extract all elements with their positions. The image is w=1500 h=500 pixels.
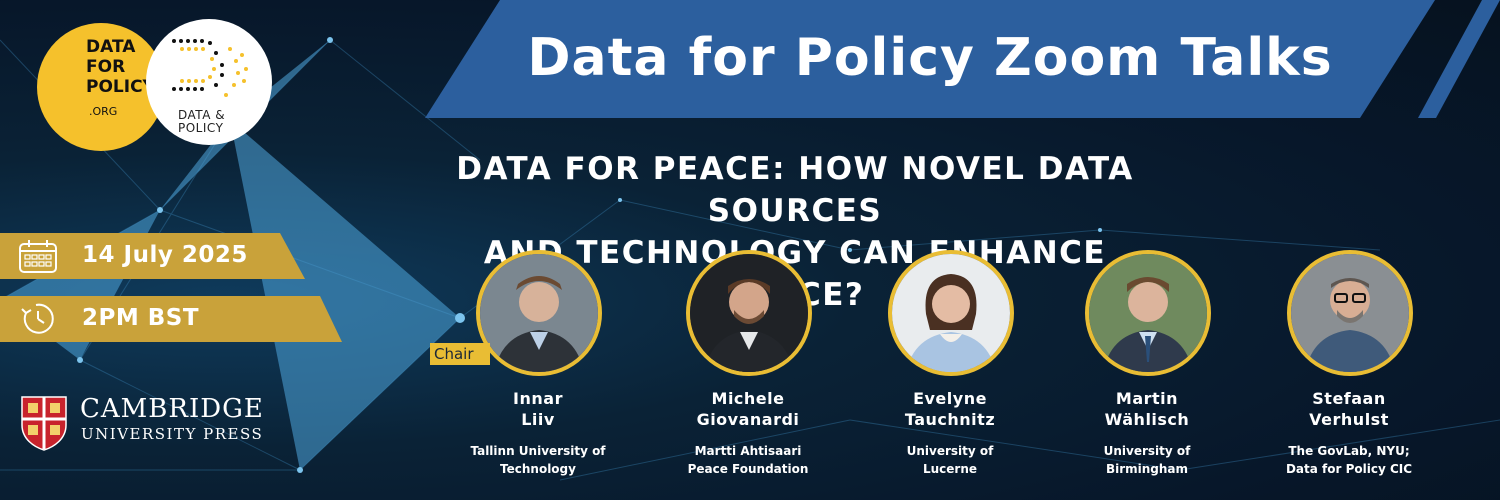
speaker-name: Innar xyxy=(513,389,563,408)
speaker-affiliation: Birmingham xyxy=(1105,462,1189,476)
data-for-policy-logo: DATA FOR POLICY .ORG xyxy=(37,23,165,151)
speaker-affiliation: University of xyxy=(1103,444,1191,458)
dotted-d-icon xyxy=(172,39,248,97)
speaker-name: Wählisch xyxy=(1104,410,1190,429)
speaker-photo xyxy=(1085,250,1211,376)
logo-text-line: DATA & xyxy=(178,108,226,122)
talk-subtitle: DATA FOR PEACE: HOW NOVEL DATA SOURCES A… xyxy=(440,148,1150,316)
speaker-affiliation: Technology xyxy=(500,462,576,476)
publisher-subname: UNIVERSITY PRESS xyxy=(81,425,264,443)
clock-icon xyxy=(21,303,54,334)
speaker-name: Michele xyxy=(711,389,785,408)
date-bar: 14 July 2025 xyxy=(0,233,305,279)
cambridge-university-press-logo: CAMBRIDGE UNIVERSITY PRESS xyxy=(20,394,290,455)
data-and-policy-logo: DATA & POLICY xyxy=(146,19,272,145)
title-ribbon: Data for Policy Zoom Talks xyxy=(425,0,1435,118)
speaker-name: Liiv xyxy=(521,410,555,429)
speaker-affiliation: Martti Ahtisaari xyxy=(694,444,802,458)
person-silhouette-icon xyxy=(1291,254,1409,372)
speaker-name: Martin xyxy=(1115,389,1179,408)
speaker-name: Giovanardi xyxy=(696,410,800,429)
person-silhouette-icon xyxy=(690,254,808,372)
speaker-affiliation: University of xyxy=(906,444,994,458)
event-time: 2PM BST xyxy=(82,305,200,331)
logo-text-line: FOR xyxy=(86,57,126,77)
logo-text-line: POLICY xyxy=(178,121,224,135)
speaker-photo xyxy=(1287,250,1413,376)
person-silhouette-icon xyxy=(1089,254,1207,372)
speaker-affiliation: Data for Policy CIC xyxy=(1285,462,1413,476)
speaker-affiliation: Tallinn University of xyxy=(470,444,606,458)
speaker-affiliation: Peace Foundation xyxy=(687,462,809,476)
time-bar: 2PM BST xyxy=(0,296,342,342)
subtitle-line: DATA FOR PEACE: HOW NOVEL DATA SOURCES xyxy=(456,151,1134,229)
speaker-name: Evelyne xyxy=(913,389,987,408)
speaker-photo xyxy=(476,250,602,376)
cambridge-shield-icon xyxy=(21,396,67,451)
person-silhouette-icon xyxy=(892,254,1010,372)
event-date: 14 July 2025 xyxy=(82,242,248,268)
calendar-icon xyxy=(19,240,57,273)
speaker-name: Stefaan xyxy=(1312,389,1386,408)
logo-text-line: DATA xyxy=(86,37,136,57)
chair-badge: Chair xyxy=(430,343,490,365)
speaker-name: Verhulst xyxy=(1309,410,1389,429)
speaker-affiliation: Lucerne xyxy=(922,462,978,476)
publisher-name: CAMBRIDGE xyxy=(80,394,264,424)
page-title: Data for Policy Zoom Talks xyxy=(527,28,1333,88)
speaker-affiliation: The GovLab, NYU; xyxy=(1288,444,1410,458)
logo-text-line: POLICY xyxy=(86,77,155,97)
speaker-photo xyxy=(686,250,812,376)
speaker-photo xyxy=(888,250,1014,376)
person-silhouette-icon xyxy=(480,254,598,372)
speaker-name: Tauchnitz xyxy=(904,410,996,429)
logo-org-text: .ORG xyxy=(89,105,118,118)
